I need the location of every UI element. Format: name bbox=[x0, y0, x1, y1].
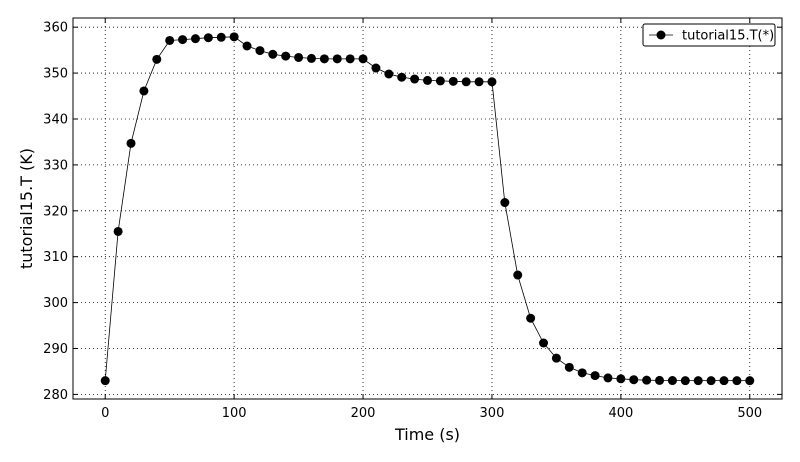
data-point bbox=[500, 198, 510, 208]
y-tick-label: 330 bbox=[43, 158, 68, 173]
legend-label: tutorial15.T(*) bbox=[682, 29, 774, 44]
data-point bbox=[539, 338, 549, 348]
data-point bbox=[487, 77, 497, 87]
data-point bbox=[319, 54, 329, 64]
y-tick-label: 360 bbox=[43, 21, 68, 36]
data-point bbox=[732, 376, 742, 386]
data-point bbox=[448, 76, 458, 86]
data-point bbox=[268, 49, 278, 59]
data-point bbox=[165, 35, 175, 45]
data-point bbox=[680, 376, 690, 386]
y-tick-label: 310 bbox=[43, 250, 68, 265]
data-point bbox=[513, 270, 523, 280]
x-tick-label: 200 bbox=[351, 406, 376, 421]
data-point bbox=[706, 376, 716, 386]
y-tick-label: 280 bbox=[43, 388, 68, 403]
data-point bbox=[590, 371, 600, 381]
data-point bbox=[371, 63, 381, 73]
data-point bbox=[294, 52, 304, 62]
data-point bbox=[667, 376, 677, 386]
data-point bbox=[461, 77, 471, 87]
data-point bbox=[384, 69, 394, 79]
data-point bbox=[474, 77, 484, 87]
y-tick-label: 290 bbox=[43, 342, 68, 357]
data-point bbox=[551, 353, 561, 363]
data-point bbox=[242, 41, 252, 51]
data-point bbox=[616, 374, 626, 384]
data-point bbox=[113, 226, 123, 236]
data-point bbox=[345, 54, 355, 64]
data-point bbox=[603, 373, 613, 383]
x-tick-label: 0 bbox=[101, 406, 109, 421]
series-layer bbox=[100, 32, 755, 386]
data-point bbox=[693, 376, 703, 386]
y-tick-label: 300 bbox=[43, 296, 68, 311]
x-tick-label: 300 bbox=[480, 406, 505, 421]
data-point bbox=[178, 35, 188, 45]
data-point bbox=[139, 86, 149, 96]
data-point bbox=[152, 54, 162, 64]
data-point bbox=[216, 32, 226, 42]
data-point bbox=[229, 32, 239, 42]
x-tick-label: 400 bbox=[608, 406, 633, 421]
data-point bbox=[655, 375, 665, 385]
y-tick-label: 340 bbox=[43, 112, 68, 127]
y-axis-label: tutorial15.T (K) bbox=[17, 148, 36, 269]
data-point bbox=[397, 72, 407, 82]
data-point bbox=[423, 75, 432, 85]
y-tick-label: 320 bbox=[43, 204, 68, 219]
data-point bbox=[203, 33, 213, 43]
data-point bbox=[358, 54, 368, 64]
data-point bbox=[642, 375, 652, 385]
data-point bbox=[435, 76, 445, 86]
data-point bbox=[306, 53, 316, 63]
data-point bbox=[629, 375, 639, 385]
y-tick-label: 350 bbox=[43, 67, 68, 82]
legend-box bbox=[642, 23, 776, 47]
data-point bbox=[255, 46, 265, 56]
data-point bbox=[281, 51, 291, 61]
data-point bbox=[190, 34, 200, 44]
tick-layer: 0 100 200 300 400 500 280 290 300 310 320 330 340 350… bbox=[43, 18, 782, 421]
data-point bbox=[719, 376, 729, 386]
plot-frame bbox=[72, 17, 783, 400]
legend-marker bbox=[656, 30, 666, 40]
data-point bbox=[410, 74, 420, 84]
data-point bbox=[564, 362, 574, 372]
data-point bbox=[332, 54, 342, 64]
x-axis-label: Time (s) bbox=[394, 425, 460, 444]
x-tick-label: 500 bbox=[737, 406, 762, 421]
data-point bbox=[126, 138, 136, 148]
data-point bbox=[526, 313, 536, 323]
data-point bbox=[100, 376, 110, 386]
data-point bbox=[745, 376, 755, 386]
legend: tutorial15.T(*) bbox=[642, 23, 776, 47]
data-point bbox=[577, 368, 587, 378]
x-tick-label: 100 bbox=[222, 406, 247, 421]
